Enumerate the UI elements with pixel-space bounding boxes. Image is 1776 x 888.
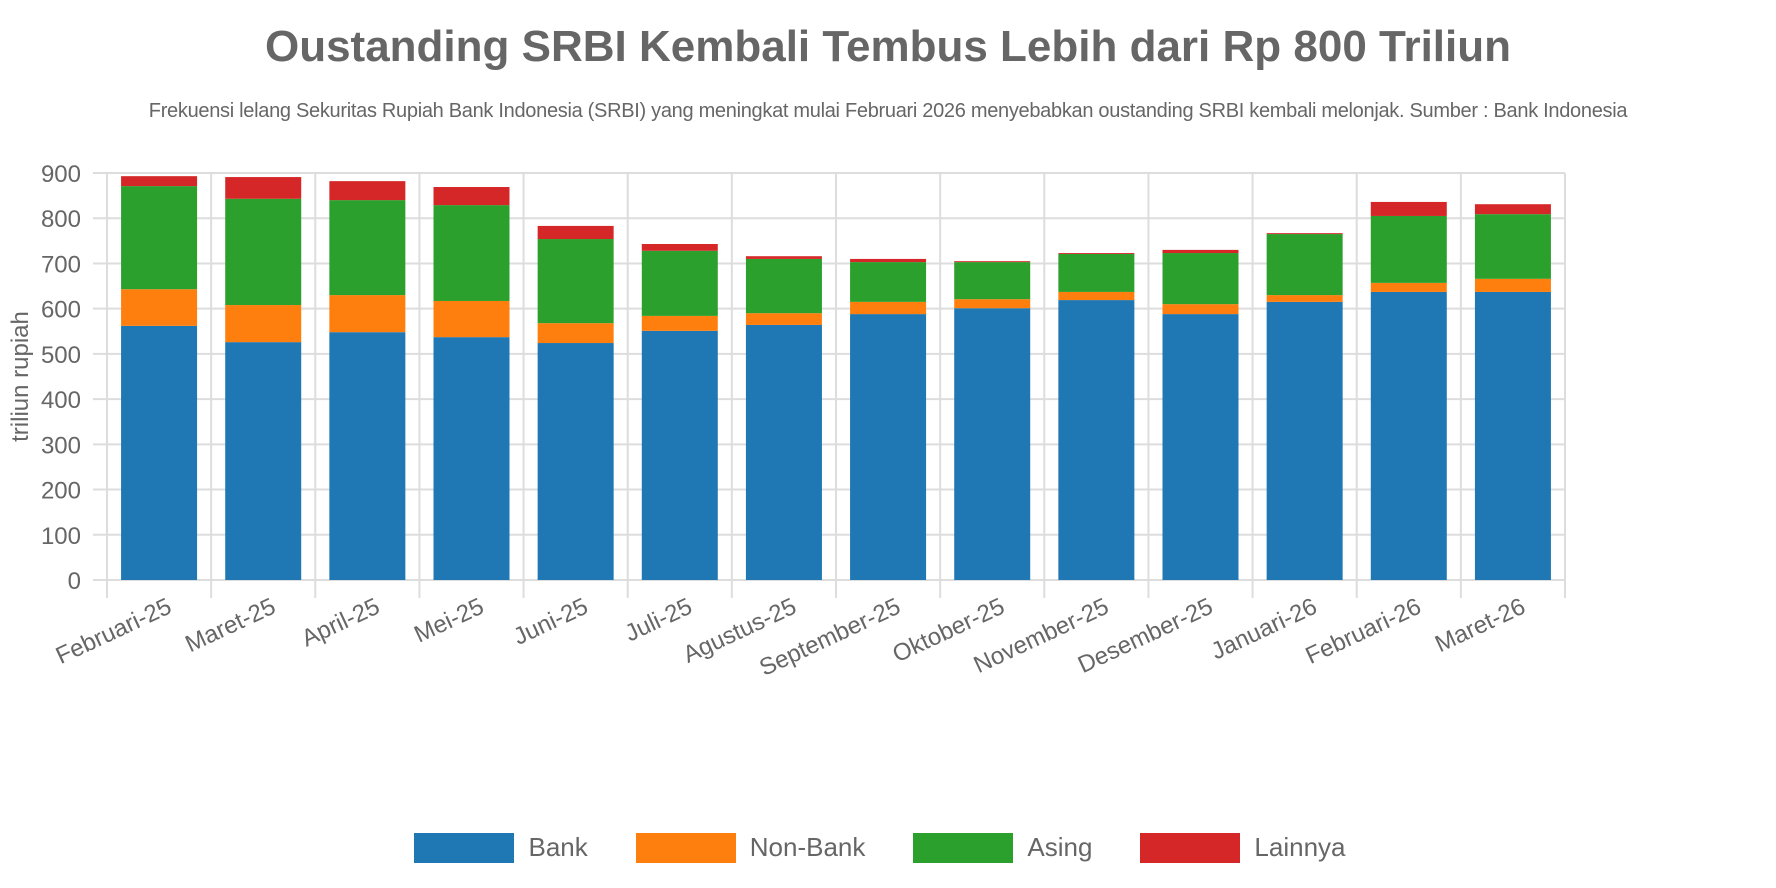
- bar-segment-lainnya: [850, 258, 927, 263]
- bar-segment-bank: [745, 324, 822, 580]
- bar-segment-bank: [329, 332, 406, 580]
- stacked-bar-chart: 0 100 200 300 400 500 600 700 800 900 triliun rupi…: [7, 161, 1566, 682]
- bar-segment-lainnya: [121, 176, 198, 187]
- bar-segment-asing: [329, 200, 406, 296]
- legend-item-asing[interactable]: Asing: [913, 832, 1108, 863]
- bar-segment-asing: [1370, 215, 1447, 283]
- bar-segment-asing: [954, 262, 1031, 300]
- chart-subtitle: Frekuensi lelang Sekuritas Rupiah Bank I…: [148, 100, 1628, 122]
- legend-item-non-bank[interactable]: Non-Bank: [635, 832, 882, 863]
- bar-segment-asing: [121, 186, 198, 290]
- legend-swatch: [1140, 832, 1241, 863]
- bar-segment-bank: [1058, 300, 1135, 580]
- x-tick-label: Februari-25: [52, 593, 176, 670]
- bar-segment-lainnya: [954, 261, 1031, 263]
- y-tick-label: 700: [41, 251, 81, 278]
- bar-segment-non-bank: [850, 301, 927, 315]
- bar-segment-lainnya: [1266, 233, 1343, 235]
- legend-label: Bank: [528, 832, 588, 862]
- bar-segment-asing: [537, 239, 614, 324]
- bar-segment-asing: [1162, 253, 1239, 305]
- bar-segment-asing: [1266, 234, 1343, 296]
- x-tick-label: Maret-26: [1431, 593, 1529, 658]
- legend: Bank Non-Bank Asing Lainnya: [0, 832, 1776, 863]
- bar-segment-bank: [1370, 291, 1447, 580]
- bar-segment-bank: [537, 343, 614, 580]
- bar-segment-non-bank: [1474, 278, 1551, 292]
- bar-segment-bank: [1266, 301, 1343, 580]
- x-tick-label: Maret-25: [181, 593, 279, 658]
- bar-segment-bank: [225, 342, 302, 580]
- bar-segment-lainnya: [641, 243, 718, 251]
- bar-segment-asing: [1058, 253, 1135, 292]
- bar-segment-non-bank: [1162, 304, 1239, 315]
- legend-label: Asing: [1027, 832, 1093, 862]
- bar-segment-lainnya: [329, 181, 406, 201]
- bar-segment-lainnya: [1058, 253, 1135, 254]
- bar-segment-bank: [1162, 314, 1239, 580]
- bar-segment-asing: [850, 262, 927, 302]
- legend-swatch: [414, 832, 515, 863]
- bar-segment-bank: [954, 308, 1031, 580]
- bar-segment-lainnya: [1474, 204, 1551, 215]
- y-tick-label: 800: [41, 206, 81, 233]
- bar-segment-non-bank: [641, 315, 718, 331]
- bar-segment-non-bank: [537, 323, 614, 344]
- bar-segment-bank: [121, 325, 198, 580]
- bar-segment-bank: [1474, 291, 1551, 580]
- y-tick-label: 500: [41, 342, 81, 369]
- bar-segment-lainnya: [433, 187, 510, 206]
- bar-segment-non-bank: [1370, 282, 1447, 292]
- bar-segment-non-bank: [745, 313, 822, 325]
- legend-item-bank[interactable]: Bank: [414, 832, 603, 863]
- x-tick-label: Januari-26: [1207, 593, 1321, 665]
- bar-segment-non-bank: [329, 295, 406, 333]
- y-tick-label: 0: [68, 568, 81, 595]
- bar-segment-asing: [1474, 214, 1551, 279]
- x-tick-label: Juli-25: [621, 593, 696, 647]
- bar-segment-asing: [641, 250, 718, 316]
- y-tick-label: 600: [41, 297, 81, 324]
- legend-label: Non-Bank: [749, 832, 866, 862]
- legend-label: Lainnya: [1254, 832, 1346, 862]
- bar-segment-non-bank: [121, 289, 198, 326]
- legend-item-lainnya[interactable]: Lainnya: [1140, 832, 1361, 863]
- x-tick-label: Juni-25: [509, 593, 592, 651]
- x-tick-label: April-25: [298, 593, 384, 652]
- bar-segment-non-bank: [433, 300, 510, 338]
- bar-segment-lainnya: [225, 177, 302, 199]
- bar-segment-non-bank: [225, 305, 302, 343]
- bar-segment-bank: [641, 330, 718, 580]
- y-tick-label: 100: [41, 523, 81, 550]
- bar-segment-lainnya: [1370, 201, 1447, 216]
- y-tick-label: 400: [41, 387, 81, 414]
- bar-segment-asing: [225, 198, 302, 306]
- bar-segment-asing: [433, 205, 510, 301]
- bar-segment-non-bank: [1058, 291, 1135, 301]
- legend-swatch: [913, 832, 1014, 863]
- bar-segment-asing: [745, 258, 822, 314]
- y-tick-label: 200: [41, 478, 81, 505]
- x-tick-label: Mei-25: [410, 593, 488, 648]
- bar-segment-non-bank: [954, 299, 1031, 309]
- bar-segment-bank: [433, 337, 510, 580]
- y-axis-label: triliun rupiah: [7, 311, 34, 442]
- legend-swatch: [635, 832, 736, 863]
- bar-segment-bank: [850, 314, 927, 580]
- x-tick-label: Februari-26: [1301, 593, 1425, 670]
- y-tick-label: 900: [41, 161, 81, 188]
- y-tick-label: 300: [41, 432, 81, 459]
- bar-segment-lainnya: [537, 225, 614, 240]
- chart-title: Oustanding SRBI Kembali Tembus Lebih dar…: [264, 22, 1512, 71]
- bar-segment-lainnya: [1162, 249, 1239, 254]
- bar-segment-non-bank: [1266, 295, 1343, 302]
- bar-segment-lainnya: [745, 256, 822, 259]
